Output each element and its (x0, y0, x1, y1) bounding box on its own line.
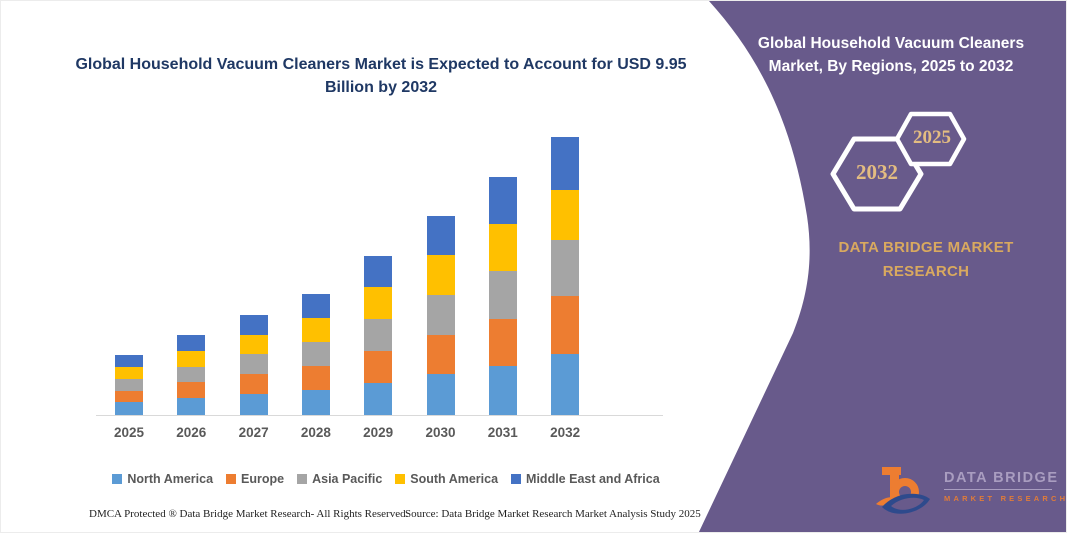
bar-segment (301, 365, 330, 390)
x-axis-label: 2026 (176, 425, 207, 440)
x-axis-label: 2028 (300, 425, 331, 440)
bar-segment (488, 176, 517, 225)
legend-label: North America (127, 472, 214, 486)
bar-segment (239, 373, 268, 395)
dmca-note: DMCA Protected ® Data Bridge Market Rese… (89, 508, 409, 520)
bar-segment (551, 240, 580, 297)
bar-segment (364, 382, 393, 415)
bar-segment (364, 287, 393, 319)
legend-item: Asia Pacific (297, 472, 382, 486)
legend-marker-icon (112, 474, 123, 484)
brand-text: DATA BRIDGE MARKET RESEARCH (838, 239, 1014, 280)
legend-item: Europe (226, 472, 284, 486)
bar-chart: 2025 2026 2027 2028 2029 2030 2031 2032 (1, 1, 701, 532)
bar-segment (301, 294, 330, 318)
legend-label: Europe (241, 472, 285, 486)
x-axis-label: 2032 (550, 425, 581, 440)
bar-segment (364, 350, 393, 383)
logo-brand-sub: MARKET RESEARCH (944, 494, 1067, 503)
legend-item: Middle East and Africa (511, 472, 660, 486)
bar-segment (177, 382, 206, 399)
legend-label: Asia Pacific (312, 472, 383, 486)
bar-segment (301, 341, 330, 366)
legend-marker-icon (226, 474, 237, 484)
bar-segment (426, 215, 455, 256)
bar-segment (177, 351, 206, 367)
chart-title: Global Household Vacuum Cleaners Market … (75, 56, 687, 97)
bar-segment (177, 398, 206, 415)
legend-item: North America (112, 472, 213, 486)
legend-label: Middle East and Africa (526, 472, 660, 486)
legend-marker-icon (511, 474, 522, 484)
hexagon-year-2025: 2025 (913, 127, 951, 148)
bar-segment (551, 190, 580, 241)
chart-legend: North America Europe Asia Pacific South Ame… (31, 472, 741, 486)
bar-segment (239, 334, 268, 355)
bar-segment (426, 255, 455, 295)
bar-segment (551, 353, 580, 415)
bar-segment (177, 335, 206, 351)
logo-brand-name: DATA BRIDGE (944, 470, 1057, 490)
bar-segment (239, 394, 268, 415)
bar-segment (426, 294, 455, 335)
bar-segment (177, 366, 206, 383)
x-axis-label: 2025 (113, 425, 145, 440)
x-axis-label: 2027 (238, 425, 269, 440)
bar-segment (239, 354, 268, 374)
bar-segment (115, 378, 143, 391)
x-axis-label: 2031 (487, 425, 518, 440)
hexagon-year-2032: 2032 (856, 160, 898, 184)
bar-segment (551, 137, 580, 191)
bar-segment (301, 317, 330, 342)
bar-segment (115, 402, 143, 415)
source-note: Source: Data Bridge Market Research Mark… (405, 508, 701, 520)
x-axis-line (96, 415, 663, 416)
legend-label: South America (410, 472, 499, 486)
bar-segment (488, 224, 517, 272)
bar-segment (364, 255, 393, 288)
bar-segment (488, 366, 517, 415)
dbmr-logo: DATA BRIDGE MARKET RESEARCH (874, 464, 1067, 522)
bar-segment (488, 271, 517, 319)
panel-title: Global Household Vacuum Cleaners Market,… (757, 35, 1025, 76)
bar-segment (426, 374, 455, 415)
bar-segment (239, 314, 268, 335)
bar-segment (115, 390, 143, 403)
bar-segment (364, 318, 393, 351)
legend-item: South America (395, 472, 498, 486)
bar-segment (488, 318, 517, 367)
bar-segment (426, 334, 455, 375)
bar-segment (115, 355, 143, 368)
dbmr-logo-text: DATA BRIDGE MARKET RESEARCH (944, 470, 1067, 503)
x-axis-label: 2029 (363, 425, 394, 440)
legend-marker-icon (395, 474, 406, 484)
x-axis-label: 2030 (425, 425, 456, 440)
bar-segment (115, 367, 143, 379)
bar-segment (551, 296, 580, 354)
legend-marker-icon (297, 474, 308, 484)
bar-segment (301, 389, 330, 415)
dbmr-logo-icon (876, 467, 930, 514)
